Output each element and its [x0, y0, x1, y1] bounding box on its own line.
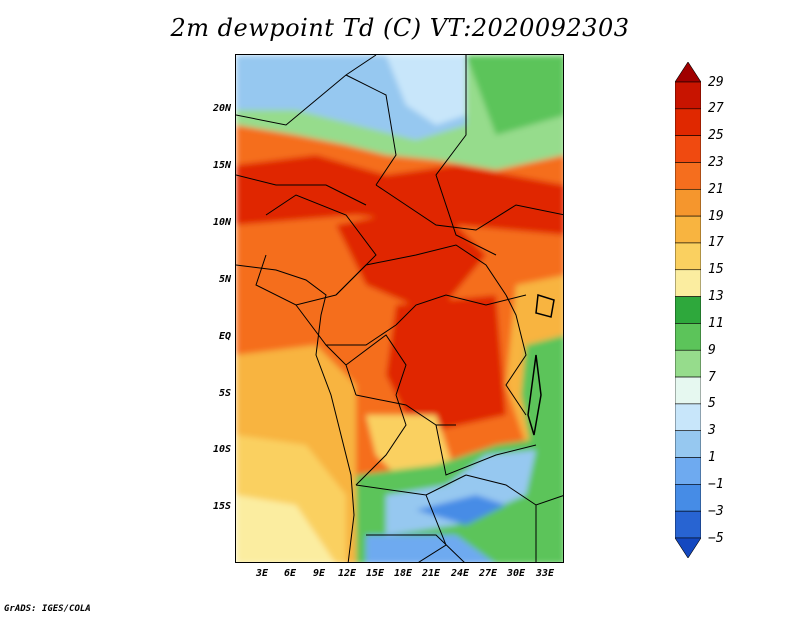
field-south-blue [386, 450, 536, 535]
colorbar-swatch [675, 510, 701, 539]
colorbar-swatch [675, 376, 701, 405]
colorbar [675, 62, 701, 558]
colorbar-swatch [675, 403, 701, 432]
colorbar-swatch [675, 323, 701, 351]
field-south-darkblue [416, 495, 506, 525]
colorbar-label: 5 [708, 396, 716, 412]
field-central-red [336, 205, 486, 315]
colorbar-label: −1 [708, 476, 724, 492]
country-borders [236, 55, 563, 562]
x-tick-18e: 18E [394, 568, 413, 579]
colorbar-label: 1 [708, 450, 716, 466]
coastline [236, 264, 355, 562]
lake-victoria [535, 294, 555, 318]
colorbar-label: 21 [708, 181, 724, 197]
chart-title: 2m dewpoint Td (C) VT:2020092303 [170, 14, 630, 42]
x-tick-15e: 15E [366, 568, 385, 579]
y-tick-5n: 5N [218, 274, 231, 285]
y-tick-10s: 10S [212, 444, 231, 455]
colorbar-label: 19 [708, 208, 724, 224]
x-tick-6e: 6E [284, 568, 297, 579]
field-sw-pale [236, 495, 335, 562]
colorbar-swatch [675, 430, 701, 458]
y-tick-20n: 20N [212, 103, 231, 114]
colorbar-label: 27 [708, 101, 724, 117]
x-tick-30e: 30E [507, 568, 526, 579]
colorbar-swatch [675, 215, 701, 244]
field-ne-green [466, 55, 563, 135]
colorbar-label: 25 [708, 128, 724, 144]
colorbar-swatch [675, 135, 701, 163]
y-tick-eq: EQ [218, 331, 231, 342]
colorbar-label: −5 [708, 530, 724, 546]
grads-credit: GrADS: IGES/COLA [4, 604, 91, 614]
lake-tanganyika [527, 354, 542, 436]
colorbar-label: −3 [708, 503, 724, 519]
colorbar-swatch [675, 81, 701, 110]
map-field [236, 55, 563, 562]
colorbar-label: 17 [708, 235, 724, 251]
y-tick-15n: 15N [212, 160, 231, 171]
colorbar-swatch [675, 349, 701, 378]
x-tick-12e: 12E [338, 568, 357, 579]
colorbar-label: 7 [708, 369, 716, 385]
colorbar-swatch [675, 188, 701, 217]
colorbar-cap-top [675, 62, 701, 83]
colorbar-label: 9 [708, 342, 716, 358]
y-tick-10n: 10N [212, 217, 231, 228]
x-tick-27e: 27E [479, 568, 498, 579]
field-sahel-red [236, 155, 563, 235]
colorbar-swatch [675, 484, 701, 512]
x-tick-33e: 33E [536, 568, 555, 579]
x-tick-24e: 24E [451, 568, 470, 579]
field-south-deepblue [366, 535, 494, 562]
colorbar-swatch [675, 162, 701, 190]
colorbar-swatch [675, 269, 701, 297]
field-congo-red [386, 295, 506, 435]
colorbar-label: 15 [708, 262, 724, 278]
y-tick-15s: 15S [212, 501, 231, 512]
colorbar-label: 3 [708, 423, 716, 439]
y-tick-5s: 5S [218, 388, 231, 399]
x-tick-21e: 21E [422, 568, 441, 579]
x-tick-9e: 9E [313, 568, 326, 579]
colorbar-swatch [675, 457, 701, 485]
colorbar-cap-bottom [675, 537, 701, 558]
colorbar-label: 13 [708, 289, 724, 305]
x-tick-3e: 3E [256, 568, 269, 579]
colorbar-label: 11 [708, 315, 724, 331]
field-north-pale [386, 55, 466, 125]
dewpoint-map [235, 54, 564, 563]
colorbar-label: 23 [708, 154, 724, 170]
colorbar-swatch [675, 242, 701, 271]
colorbar-swatch [675, 108, 701, 136]
colorbar-label: 29 [708, 74, 724, 90]
colorbar-swatch [675, 296, 701, 324]
